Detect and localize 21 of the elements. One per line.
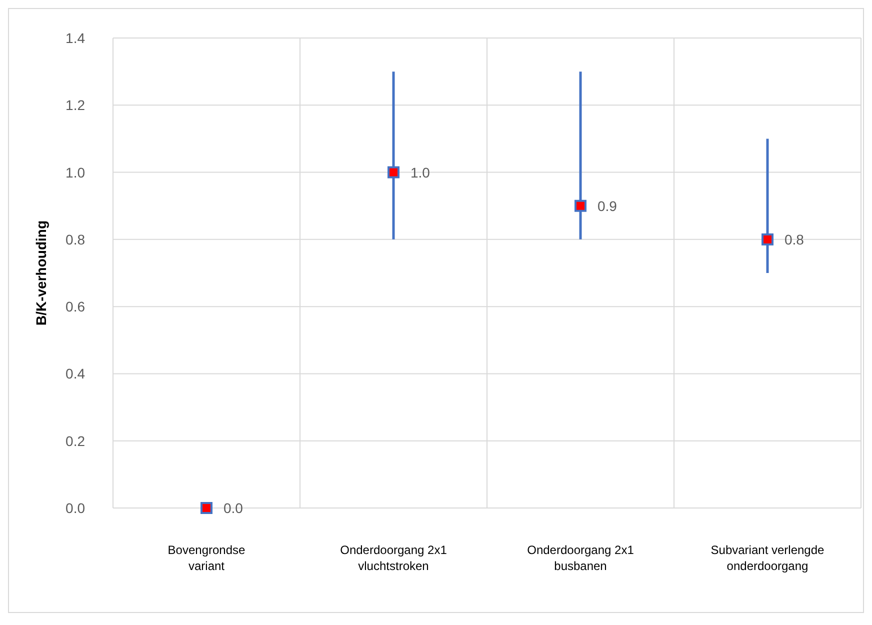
x-tick-label: Onderdoorgang 2x1 busbanen <box>527 543 634 573</box>
y-tick-label: 1.4 <box>66 30 86 46</box>
data-label: 0.9 <box>598 198 618 214</box>
x-tick-label: Onderdoorgang 2x1 vluchtstroken <box>340 543 448 573</box>
data-label: 0.8 <box>784 231 804 248</box>
point <box>200 502 212 514</box>
y-tick-label: 0.8 <box>66 231 86 248</box>
y-axis-title: B/K-verhouding <box>33 220 49 326</box>
y-tick-label: 1.0 <box>66 164 86 180</box>
y-tick-label: 0.0 <box>66 500 86 516</box>
y-tick-label: 1.2 <box>66 97 86 114</box>
point <box>388 166 400 178</box>
data-label: 1.0 <box>410 164 430 180</box>
y-tick-label: 0.6 <box>66 298 86 315</box>
y-tick-label: 0.2 <box>66 432 86 449</box>
point <box>574 200 586 212</box>
y-tick-label: 0.4 <box>66 366 86 382</box>
x-tick-label: Bovengrondse variant <box>168 543 246 573</box>
data-label: 0.0 <box>224 500 244 516</box>
x-tick-label: Subvariant verlengde onderdoorgang <box>710 543 825 573</box>
point <box>762 233 774 246</box>
